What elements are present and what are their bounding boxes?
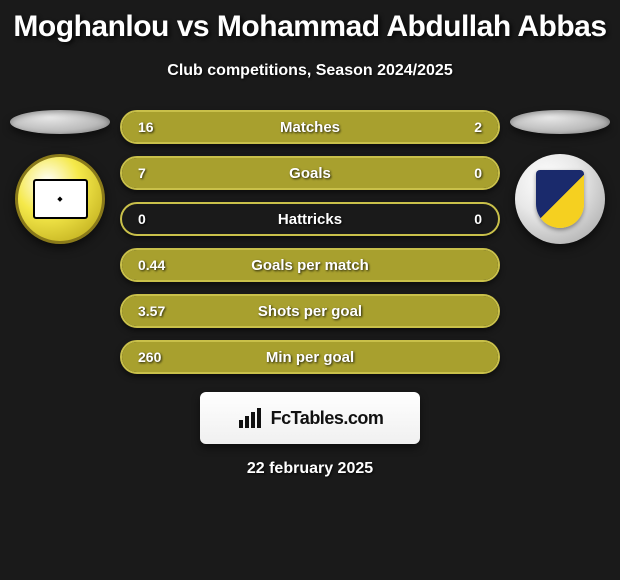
stat-label: Matches: [192, 119, 428, 136]
stat-value-left: 3.57: [122, 303, 192, 319]
player-right-avatar: [510, 110, 610, 134]
comparison-panel: ◆ 16Matches27Goals00Hattricks00.44Goals …: [10, 110, 610, 374]
brand-logo: FcTables.com: [200, 392, 420, 444]
stat-label: Hattricks: [192, 211, 428, 228]
stat-label: Goals: [192, 165, 428, 182]
club-badge-inner-icon: ◆: [33, 179, 88, 219]
stat-row: 0.44Goals per match: [120, 248, 500, 282]
stat-value-left: 0: [122, 211, 192, 227]
stat-label: Shots per goal: [192, 303, 428, 320]
stat-value-left: 16: [122, 119, 192, 135]
stat-value-right: 2: [428, 119, 498, 135]
page-title: Moghanlou vs Mohammad Abdullah Abbas: [10, 10, 610, 44]
stat-row: 16Matches2: [120, 110, 500, 144]
stat-row: 260Min per goal: [120, 340, 500, 374]
stat-label: Min per goal: [192, 349, 428, 366]
stat-row: 7Goals0: [120, 156, 500, 190]
shield-icon: [536, 170, 584, 228]
stats-list: 16Matches27Goals00Hattricks00.44Goals pe…: [120, 110, 500, 374]
player-right-column: [510, 110, 610, 244]
stat-value-left: 260: [122, 349, 192, 365]
stat-row: 0Hattricks0: [120, 202, 500, 236]
player-left-club-badge: ◆: [15, 154, 105, 244]
stat-label: Goals per match: [192, 257, 428, 274]
player-right-club-badge: [515, 154, 605, 244]
stat-value-left: 0.44: [122, 257, 192, 273]
player-left-column: ◆: [10, 110, 110, 244]
subtitle: Club competitions, Season 2024/2025: [10, 62, 610, 80]
stat-value-right: 0: [428, 165, 498, 181]
stat-value-left: 7: [122, 165, 192, 181]
player-left-avatar: [10, 110, 110, 134]
stat-row: 3.57Shots per goal: [120, 294, 500, 328]
brand-name: FcTables.com: [271, 408, 384, 429]
footer-date: 22 february 2025: [10, 460, 610, 478]
stat-value-right: 0: [428, 211, 498, 227]
brand-chart-icon: [237, 406, 265, 430]
